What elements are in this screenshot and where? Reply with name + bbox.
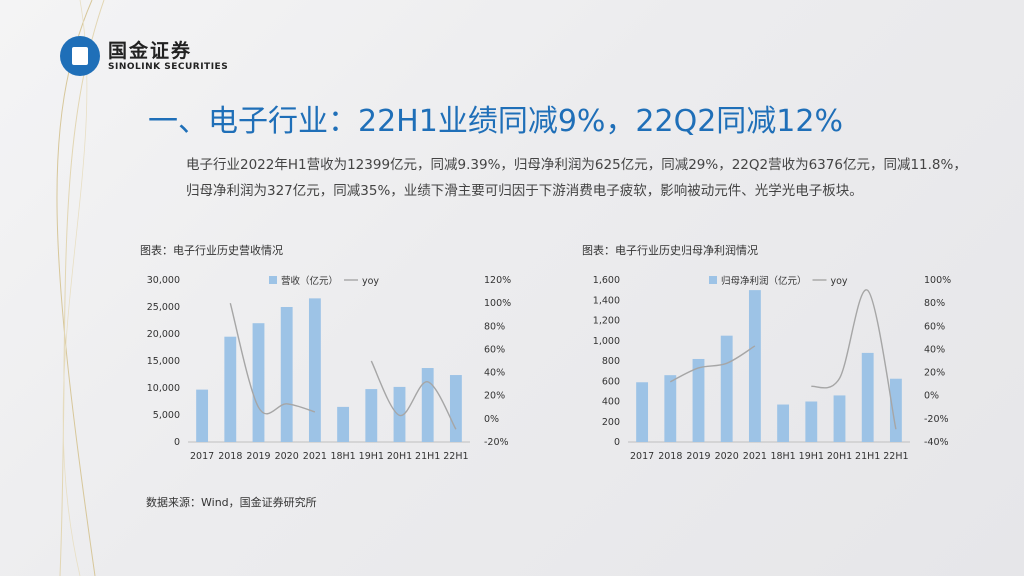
y-right-tick-label: 80% [924, 298, 945, 309]
y-left-tick-label: 400 [602, 397, 620, 408]
bar [365, 389, 378, 442]
bar [720, 335, 733, 442]
bar [636, 382, 649, 442]
y-left-tick-label: 1,400 [593, 295, 620, 306]
y-right-tick-label: -40% [924, 437, 949, 448]
yoy-series-line [229, 302, 316, 415]
legend-swatch-bar [709, 276, 717, 284]
x-tick-label: 21H1 [855, 451, 880, 462]
x-tick-label: 2020 [275, 451, 299, 462]
chart-caption-profit: 图表：电子行业历史归母净利润情况 [582, 244, 758, 257]
y-right-tick-label: 0% [924, 391, 939, 402]
y-left-tick-label: 0 [614, 437, 620, 448]
y-right-tick-label: -20% [924, 414, 949, 425]
chart-caption-revenue: 图表：电子行业历史营收情况 [140, 244, 283, 257]
y-left-tick-label: 25,000 [147, 302, 180, 313]
bar [421, 368, 434, 442]
summary-text: 电子行业2022年H1营收为12399亿元，同减9.39%，归母净利润为625亿… [186, 157, 967, 199]
y-left-tick-label: 800 [602, 356, 620, 367]
legend-label-line: yoy [362, 276, 379, 287]
bar [805, 401, 818, 442]
bar [196, 389, 209, 442]
y-left-tick-label: 600 [602, 376, 620, 387]
bar [393, 386, 406, 442]
y-right-tick-label: 20% [924, 368, 945, 379]
x-tick-label: 2021 [303, 451, 327, 462]
legend-label-bar: 归母净利润（亿元） [721, 275, 807, 287]
y-left-tick-label: 15,000 [147, 356, 180, 367]
x-tick-label: 2021 [743, 451, 767, 462]
bar [308, 298, 321, 442]
bar [449, 375, 462, 442]
y-right-tick-label: 60% [924, 321, 945, 332]
x-tick-label: 2019 [246, 451, 270, 462]
x-tick-label: 2017 [190, 451, 214, 462]
y-right-tick-label: 100% [924, 275, 951, 286]
y-right-tick-label: 40% [484, 368, 505, 379]
net-profit-chart: 0 200 400 600 800 1,000 1,200 1,400 1,600 -40% -20… [593, 275, 951, 462]
y-left-tick-label: 30,000 [147, 275, 180, 286]
bar [337, 406, 350, 442]
bar [889, 378, 902, 442]
bar [692, 358, 705, 442]
brand-logo: 国金证券 SINOLINK SECURITIES [60, 36, 228, 76]
x-tick-label: 2017 [630, 451, 654, 462]
y-right-tick-label: 120% [484, 275, 511, 286]
legend-label-line: yoy [831, 276, 848, 287]
y-right-tick-label: 80% [484, 321, 505, 332]
y-left-tick-label: 200 [602, 417, 620, 428]
bar [280, 307, 293, 442]
y-right-tick-label: -20% [484, 437, 509, 448]
page-title: 一、电子行业：22H1业绩同减9%，22Q2同减12% [148, 104, 843, 139]
revenue-chart: 0 5,000 10,000 15,000 20,000 25,000 30,000 -20%… [147, 275, 511, 462]
x-tick-label: 20H1 [387, 451, 412, 462]
x-tick-label: 18H1 [330, 451, 355, 462]
y-left-tick-label: 1,200 [593, 316, 620, 327]
x-tick-label: 2020 [715, 451, 739, 462]
x-tick-label: 19H1 [799, 451, 824, 462]
yoy-series-line [811, 289, 897, 430]
y-right-tick-label: 100% [484, 298, 511, 309]
x-tick-label: 22H1 [883, 451, 908, 462]
brand-name-cn: 国金证券 [108, 40, 193, 62]
y-left-tick-label: 20,000 [147, 329, 180, 340]
data-source: 数据来源：Wind，国金证券研究所 [146, 496, 317, 509]
bar [777, 404, 790, 442]
legend-label-bar: 营收（亿元） [281, 275, 338, 287]
y-right-tick-label: 20% [484, 391, 505, 402]
brand-name-en: SINOLINK SECURITIES [108, 62, 229, 72]
yoy-series-line [669, 345, 756, 383]
y-right-tick-label: 60% [484, 344, 505, 355]
y-left-tick-label: 1,000 [593, 336, 620, 347]
x-tick-label: 2019 [686, 451, 710, 462]
y-right-tick-label: 40% [924, 344, 945, 355]
brand-logo-icon [60, 36, 100, 76]
y-left-tick-label: 5,000 [153, 410, 180, 421]
bar [833, 395, 846, 442]
yoy-series-line [370, 360, 457, 430]
bar [748, 290, 761, 442]
bar [224, 336, 237, 442]
bar [861, 352, 874, 442]
x-tick-label: 2018 [218, 451, 242, 462]
x-tick-label: 2018 [658, 451, 682, 462]
decorative-gold-lines [56, 0, 105, 576]
bar [252, 323, 265, 442]
x-tick-label: 21H1 [415, 451, 440, 462]
bar [664, 375, 677, 442]
x-tick-label: 20H1 [827, 451, 852, 462]
y-left-tick-label: 10,000 [147, 383, 180, 394]
y-left-tick-label: 0 [174, 437, 180, 448]
y-left-tick-label: 1,600 [593, 275, 620, 286]
legend-swatch-bar [269, 276, 277, 284]
x-tick-label: 22H1 [443, 451, 468, 462]
y-right-tick-label: 0% [484, 414, 499, 425]
x-tick-label: 19H1 [359, 451, 384, 462]
x-tick-label: 18H1 [770, 451, 795, 462]
